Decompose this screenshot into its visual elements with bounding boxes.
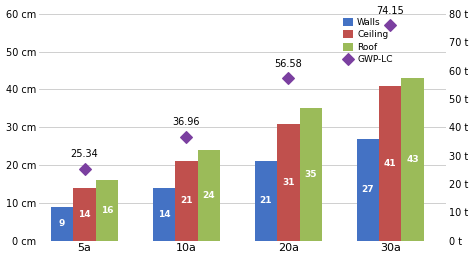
Text: 9: 9: [59, 219, 65, 228]
Text: 31: 31: [282, 178, 295, 186]
GWP-LC: [182, 135, 190, 139]
Bar: [277, 124, 300, 241]
Bar: [175, 161, 198, 241]
Text: 36.96: 36.96: [173, 117, 200, 127]
Text: 27: 27: [362, 185, 374, 194]
Legend: Walls, Ceiling, Roof, GWP-LC: Walls, Ceiling, Roof, GWP-LC: [341, 16, 394, 66]
Text: 24: 24: [202, 191, 215, 200]
Text: 35: 35: [304, 170, 317, 179]
Text: 14: 14: [158, 210, 170, 219]
Bar: [356, 139, 379, 241]
Bar: [300, 108, 322, 241]
Bar: [73, 188, 96, 241]
Bar: [401, 78, 424, 241]
GWP-LC: [284, 76, 292, 80]
Text: 74.15: 74.15: [376, 6, 404, 16]
GWP-LC: [81, 167, 88, 171]
Text: 56.58: 56.58: [274, 59, 302, 69]
Bar: [255, 161, 277, 241]
Bar: [379, 86, 401, 241]
GWP-LC: [386, 23, 394, 27]
Text: 16: 16: [101, 206, 113, 215]
Text: 43: 43: [406, 155, 419, 164]
Bar: [51, 207, 73, 241]
Bar: [198, 150, 220, 241]
Text: 14: 14: [78, 210, 91, 219]
Bar: [153, 188, 175, 241]
Text: 21: 21: [180, 197, 193, 205]
Text: 25.34: 25.34: [71, 149, 99, 159]
Text: 21: 21: [260, 197, 272, 205]
Text: 41: 41: [384, 159, 397, 168]
Bar: [96, 180, 118, 241]
